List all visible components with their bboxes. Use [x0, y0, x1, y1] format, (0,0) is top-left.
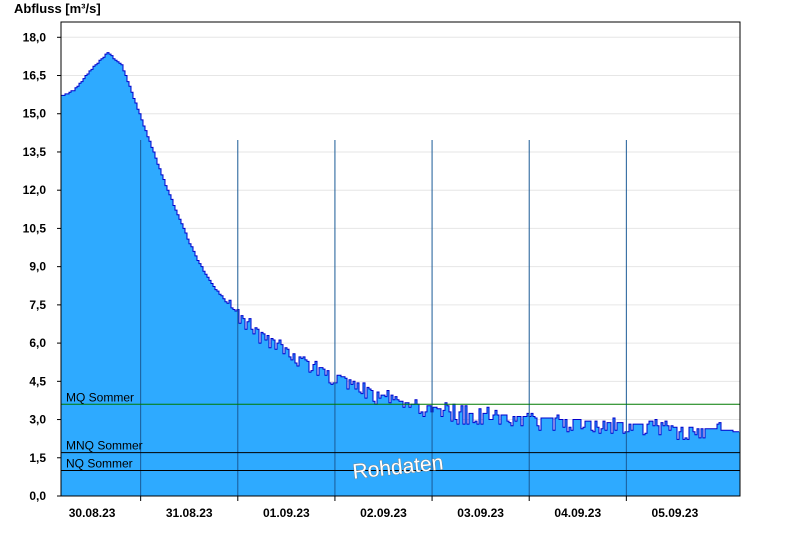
y-axis-title: Abfluss [m³/s]: [14, 1, 101, 16]
y-tick-label: 4,5: [29, 374, 46, 388]
x-tick-label: 04.09.23: [554, 506, 601, 520]
y-tick-label: 18,0: [23, 30, 47, 44]
day-separators: [140, 140, 627, 496]
x-tick-label: 03.09.23: [457, 506, 504, 520]
y-tick-label: 12,0: [23, 183, 47, 197]
x-tick-label: 01.09.23: [263, 506, 310, 520]
y-axis: 0,0 1,5 3,0 4,5 6,0 7,5 9,0 10,5 12,0 13,5 15,0 16,…: [23, 30, 61, 503]
y-tick-label: 13,5: [23, 145, 47, 159]
y-tick-label: 16,5: [23, 69, 47, 83]
y-tick-label: 10,5: [23, 221, 47, 235]
x-tick-label: 30.08.23: [69, 506, 116, 520]
x-tick-label: 02.09.23: [360, 506, 407, 520]
plot-frame: [60, 21, 741, 497]
y-tick-label: 3,0: [29, 413, 46, 427]
y-tick-label: 1,5: [29, 451, 46, 465]
y-tick-label: 15,0: [23, 107, 47, 121]
x-axis: 30.08.23 31.08.23 01.09.23 02.09.23 03.09.23…: [69, 496, 699, 520]
reference-label: NQ Sommer: [66, 457, 133, 471]
reference-lines: MQ Sommer MNQ Sommer NQ Sommer: [61, 390, 740, 472]
y-tick-label: 6,0: [29, 336, 46, 350]
discharge-area: [61, 52, 740, 496]
discharge-line: [61, 52, 739, 440]
y-tick-label: 7,5: [29, 298, 46, 312]
x-tick-label: 05.09.23: [652, 506, 699, 520]
y-tick-label: 0,0: [29, 489, 46, 503]
y-tick-label: 9,0: [29, 260, 46, 274]
reference-label: MQ Sommer: [66, 390, 134, 404]
reference-label: MNQ Sommer: [66, 439, 143, 453]
x-tick-label: 31.08.23: [166, 506, 213, 520]
